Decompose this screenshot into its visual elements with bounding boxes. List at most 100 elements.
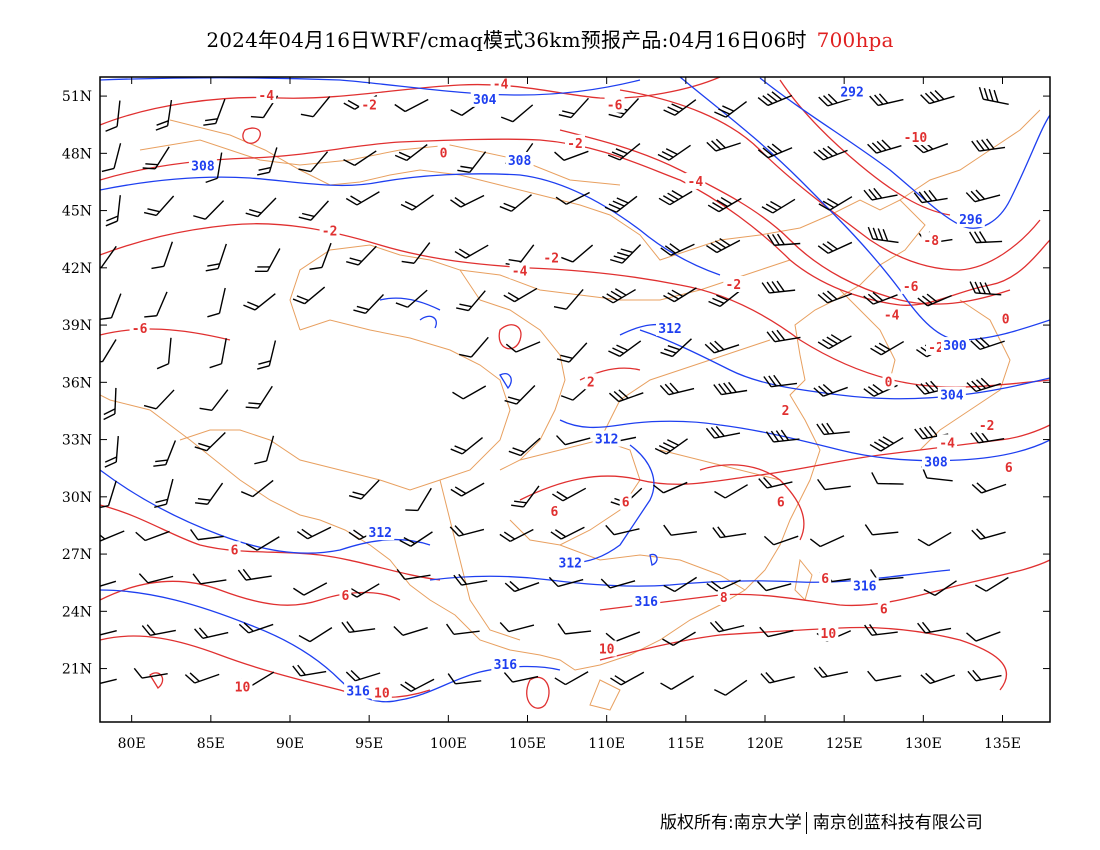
wind-barb — [552, 487, 587, 502]
height-label: 300 — [943, 339, 967, 354]
temperature-label: -4 — [512, 265, 528, 280]
wind-barb — [499, 194, 532, 212]
copyright-credit: 版权所有:南京大学 南京创蓝科技有限公司 — [660, 808, 983, 834]
temperature-labels: -4-4-6-2-20-4-10-2-2-4-8-2 -6-4 0-2-6022-2… — [129, 77, 1015, 701]
wind-barb — [292, 664, 327, 677]
latitude-axis: 51N 48N 45N 42N 39N 36N 33N 30N 27N 24N 21N — [62, 89, 1050, 678]
temperature-label: 6 — [622, 496, 630, 511]
temperature-label: -2 — [726, 278, 742, 293]
wind-barb — [153, 440, 177, 467]
credit-company: 南京创蓝科技有限公司 — [812, 813, 983, 833]
wind-barb — [504, 385, 536, 405]
wind-barb — [193, 200, 225, 220]
qinghai-border — [479, 299, 566, 471]
temperature-label-bg — [359, 96, 380, 113]
lon-label: 100E — [430, 736, 467, 752]
wind-barb — [243, 293, 276, 311]
wind-barb — [142, 146, 170, 170]
wind-barb — [100, 678, 117, 687]
wind-barb — [184, 672, 220, 684]
wind-barb — [863, 291, 898, 305]
wind-barb — [759, 626, 794, 638]
lat-label: 36N — [62, 375, 92, 391]
wind-barb — [817, 334, 852, 350]
wind-barb — [555, 191, 590, 205]
wind-barb — [553, 288, 584, 310]
height-label: 308 — [508, 154, 532, 169]
lat-label: 48N — [62, 146, 92, 162]
map-title: 2024年04月16日WRF/cmaq模式36km预报产品:04月16日06时 7… — [0, 24, 1100, 53]
wind-barb — [969, 231, 1003, 244]
temperature-label-bg — [490, 77, 511, 92]
lon-label: 130E — [905, 736, 942, 752]
height-label: 312 — [658, 322, 681, 337]
height-label-bg — [470, 90, 499, 107]
wind-barb — [240, 479, 274, 498]
wind-barb — [298, 627, 333, 643]
lon-label: 80E — [118, 736, 146, 752]
lat-label: 30N — [62, 490, 92, 506]
wind-barb — [813, 383, 848, 397]
inner-mongolia-border — [459, 259, 791, 301]
temperature-label: -2 — [928, 341, 944, 356]
temperature-label: -4 — [258, 89, 274, 104]
wind-barb — [257, 340, 277, 370]
wind-barb — [766, 233, 801, 246]
wind-barb — [971, 482, 1007, 494]
temperature-label-bg — [717, 588, 730, 605]
wind-barb — [917, 531, 952, 547]
wind-barb — [763, 374, 798, 388]
temperature-label: 6 — [821, 572, 829, 587]
lat-label: 45N — [62, 204, 92, 220]
credit-owner: 版权所有:南京大学 — [660, 813, 802, 833]
wind-barb — [555, 435, 591, 446]
wind-barb — [761, 280, 796, 294]
wind-barb — [450, 482, 485, 497]
temperature-label-bg — [901, 129, 930, 146]
height-label-bg — [937, 386, 966, 403]
wind-barb — [706, 138, 741, 152]
temperature-label-bg — [900, 277, 921, 294]
height-label-bg — [656, 319, 684, 336]
temperature-label: 2 — [587, 375, 595, 390]
wind-barb — [766, 329, 801, 343]
wind-barb — [556, 342, 588, 363]
temperature-label: -2 — [322, 225, 338, 240]
wind-barb — [920, 672, 955, 685]
sichuan-border — [509, 439, 641, 546]
wind-barb — [705, 426, 741, 439]
height-label: 316 — [853, 580, 877, 595]
wind-barb — [505, 341, 541, 353]
temperature-label: 2 — [782, 404, 790, 419]
temperature-label-bg — [232, 678, 253, 695]
wind-barb — [969, 281, 1002, 296]
wind-barb — [816, 422, 850, 436]
wind-barb — [151, 241, 174, 270]
temperature-label-bg — [619, 493, 632, 510]
height-label-bg — [366, 524, 395, 541]
wind-barb — [209, 338, 227, 369]
wind-barb — [608, 340, 642, 357]
wind-barb — [867, 226, 899, 244]
wind-barb — [257, 147, 278, 176]
wind-barb — [254, 248, 281, 273]
wind-barb — [604, 195, 638, 213]
temperature-label: 6 — [551, 505, 559, 520]
wind-barb — [143, 389, 175, 410]
lon-label: 90E — [276, 736, 304, 752]
wind-barb — [871, 472, 904, 485]
height-label: 304 — [940, 389, 964, 404]
temperature-label: 0 — [1002, 312, 1010, 327]
wind-barb — [194, 627, 229, 639]
wind-barb — [296, 526, 332, 540]
wind-barb — [817, 478, 851, 491]
wind-barb — [143, 195, 175, 217]
height-label-bg — [632, 592, 661, 609]
wind-barb — [713, 381, 748, 396]
temperature-label-bg — [921, 232, 942, 249]
wind-barb — [135, 530, 170, 542]
wind-barb — [813, 145, 848, 161]
wind-barb — [508, 437, 541, 457]
temperature-label-bg — [999, 310, 1012, 327]
temperature-label: -4 — [688, 175, 704, 190]
